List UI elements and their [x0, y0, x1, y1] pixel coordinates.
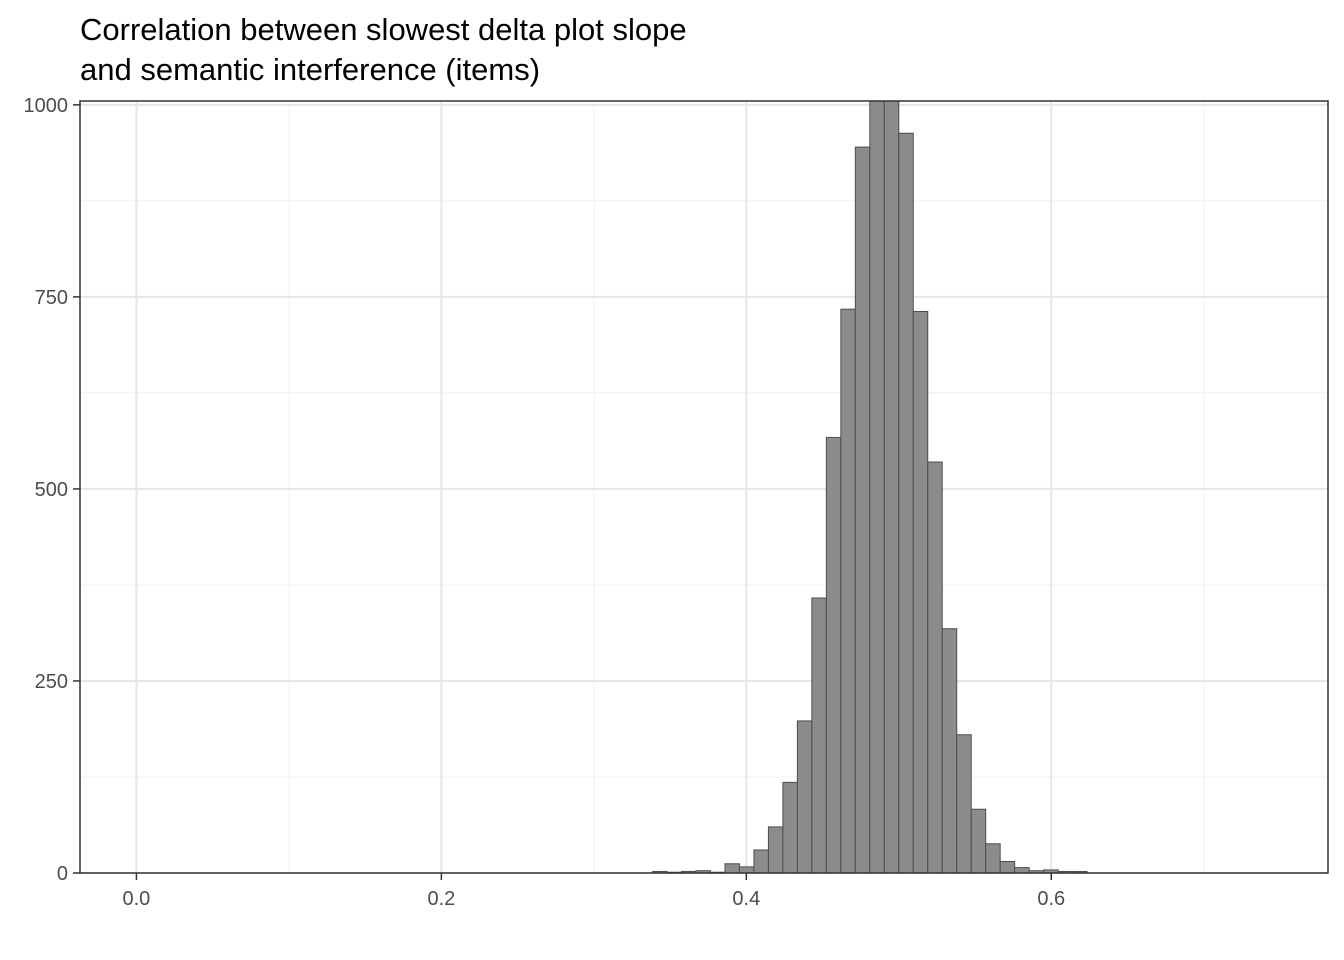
histogram-bar: [869, 100, 885, 874]
x-tick-label: 0.6: [1037, 888, 1065, 910]
chart-title-line-2: and semantic interference (items): [80, 52, 541, 87]
x-tick-label: 0.4: [732, 888, 760, 910]
y-tick-label: 0: [57, 863, 68, 885]
chart-title-line-1: Correlation between slowest delta plot s…: [80, 12, 687, 47]
histogram-bar: [898, 132, 914, 874]
histogram-bar: [941, 628, 958, 874]
histogram-bar: [854, 146, 871, 874]
y-tick-label: 1000: [24, 95, 69, 117]
chart-title: Correlation between slowest delta plot s…: [80, 10, 687, 90]
histogram-bar: [985, 843, 1001, 874]
panel-border: [79, 100, 1329, 874]
histogram-bar: [912, 310, 929, 874]
histogram-bar: [1014, 867, 1030, 874]
x-tick-label: 0.0: [123, 888, 151, 910]
histogram-bar: [825, 436, 842, 874]
histogram-bars: [652, 100, 1088, 874]
y-tick-label: 750: [35, 287, 68, 309]
histogram-bar: [753, 849, 769, 874]
histogram-bar: [811, 597, 827, 874]
histogram-bar: [724, 863, 740, 874]
histogram-bar: [767, 826, 784, 874]
histogram-bar: [883, 100, 900, 874]
y-tick-label: 500: [35, 479, 68, 501]
histogram-bar: [840, 308, 856, 874]
axes: 0.0 0.2 0.4 0.6 0 250 500 750 1000: [24, 95, 1066, 910]
histogram-bar: [796, 720, 813, 874]
grid-lines: [80, 101, 1328, 874]
histogram-bar: [738, 866, 755, 874]
y-tick-label: 250: [35, 671, 68, 693]
histogram-bar: [999, 860, 1016, 874]
x-tick-label: 0.2: [427, 888, 455, 910]
histogram-bar: [782, 781, 798, 874]
histogram-bar: [927, 461, 943, 874]
histogram-bar: [956, 734, 972, 874]
histogram-bar: [970, 808, 987, 874]
